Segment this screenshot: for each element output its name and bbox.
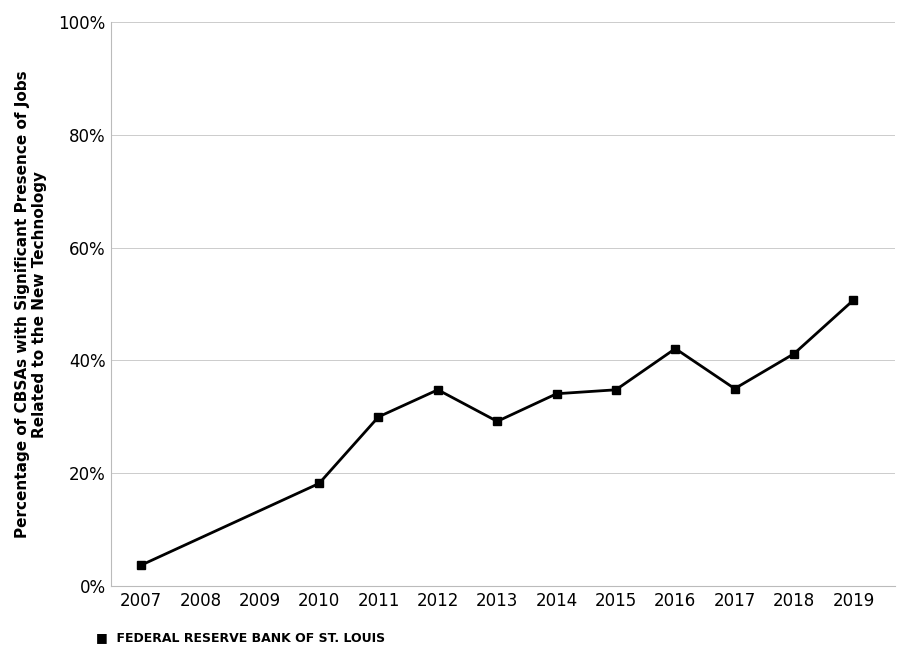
Text: ■  FEDERAL RESERVE BANK OF ST. LOUIS: ■ FEDERAL RESERVE BANK OF ST. LOUIS [96, 631, 385, 644]
Y-axis label: Percentage of CBSAs with Significant Presence of Jobs
Related to the New Technol: Percentage of CBSAs with Significant Pre… [15, 70, 47, 538]
